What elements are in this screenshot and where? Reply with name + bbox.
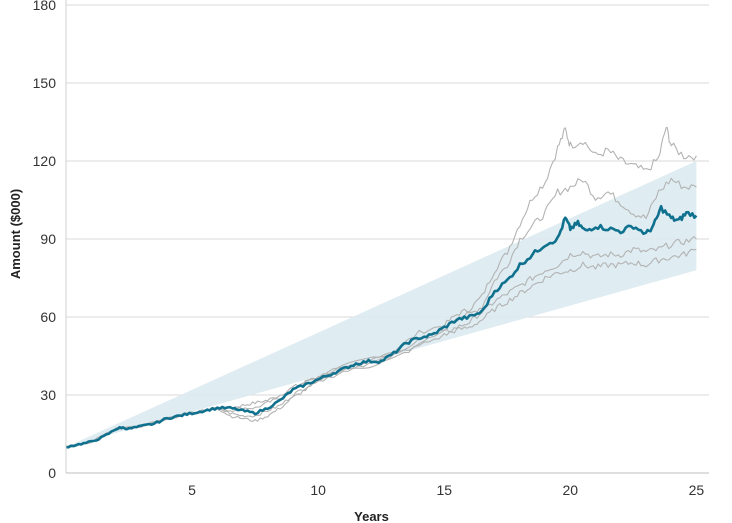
x-tick-label: 5 (188, 482, 196, 498)
x-tick-label: 25 (689, 482, 705, 498)
x-tick-label: 20 (563, 482, 579, 498)
y-tick-labels: 0 30 60 90 120 150 180 (33, 0, 57, 481)
y-tick-label: 90 (40, 231, 56, 247)
y-tick-label: 30 (40, 387, 56, 403)
grid-layer (66, 4, 709, 396)
x-tick-label: 10 (310, 482, 326, 498)
x-tick-labels: 5 10 15 20 25 (188, 482, 704, 498)
y-tick-label: 180 (33, 0, 57, 13)
y-axis-title: Amount ($000) (8, 189, 23, 279)
x-tick-label: 15 (436, 482, 452, 498)
y-tick-label: 150 (33, 75, 57, 91)
highlight-line (65, 204, 698, 449)
x-axis-title: Years (354, 509, 389, 523)
y-tick-label: 120 (33, 153, 57, 169)
scenario-line (65, 248, 697, 448)
y-tick-label: 60 (40, 309, 56, 325)
highlight-line-layer (65, 204, 698, 449)
range-band (66, 161, 697, 447)
y-tick-label: 0 (48, 465, 56, 481)
